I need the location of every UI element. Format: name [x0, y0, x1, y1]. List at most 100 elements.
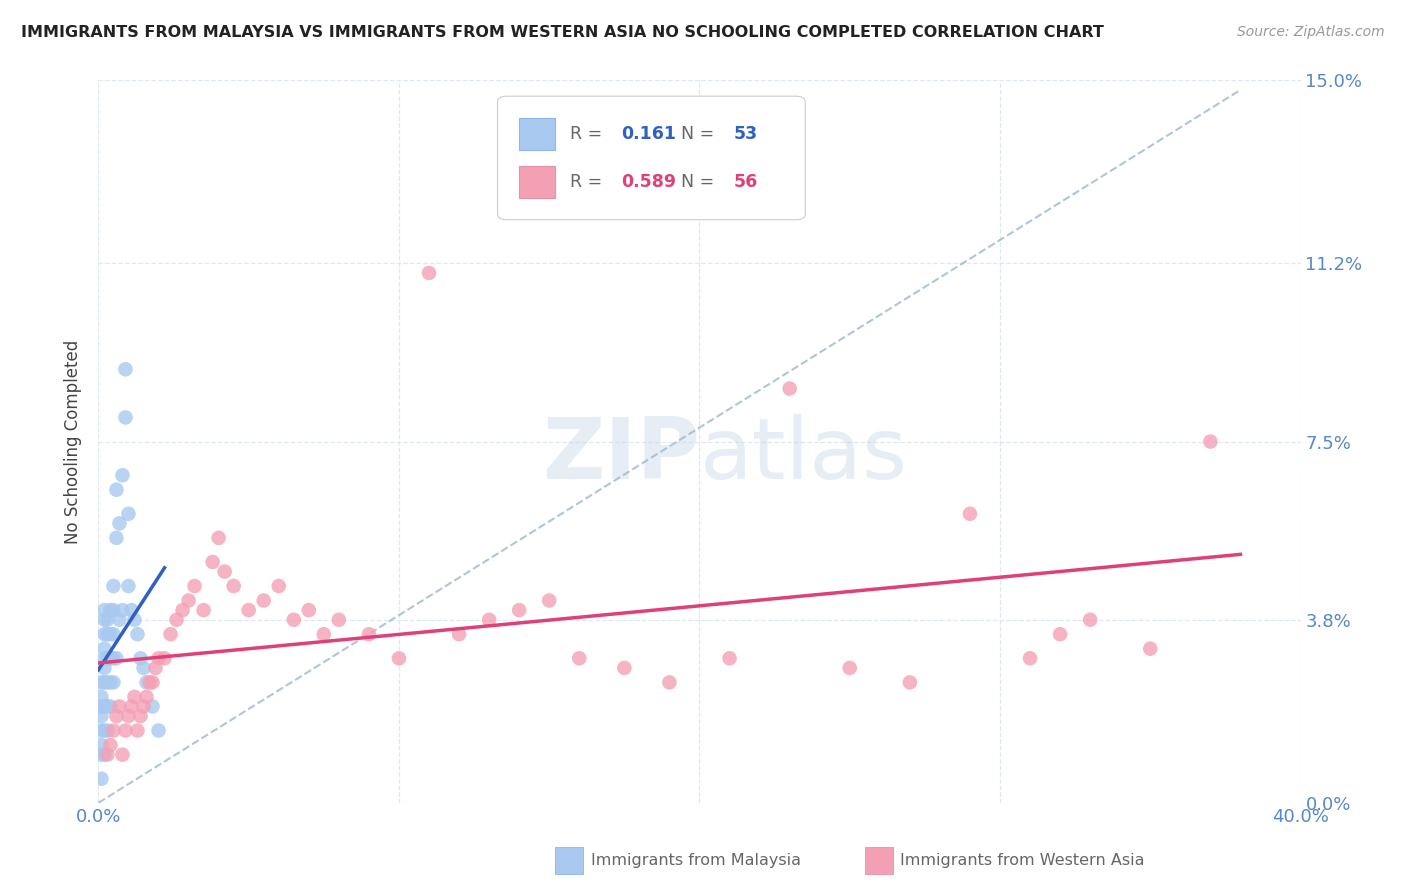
Point [96, 613, 118, 627]
Point [100, 699, 122, 714]
Text: Immigrants from Malaysia: Immigrants from Malaysia [591, 854, 800, 868]
Point [93, 723, 115, 738]
Point [90, 747, 112, 762]
Text: ZIP: ZIP [541, 415, 700, 498]
Point [90, 699, 112, 714]
Point [96, 651, 118, 665]
Point [141, 675, 163, 690]
Point [114, 362, 136, 376]
Point [959, 507, 981, 521]
Point [105, 651, 128, 665]
Point [132, 699, 155, 714]
Point [898, 675, 921, 690]
Point [418, 266, 440, 280]
Text: Source: ZipAtlas.com: Source: ZipAtlas.com [1237, 25, 1385, 39]
Point [388, 651, 411, 665]
Point [103, 627, 125, 641]
Point [298, 603, 321, 617]
Point [153, 651, 176, 665]
Point [111, 468, 134, 483]
Point [357, 627, 380, 641]
Point [779, 382, 801, 396]
Point [838, 661, 860, 675]
Point [135, 675, 157, 690]
Point [96, 627, 118, 641]
Point [114, 723, 136, 738]
Text: R =: R = [569, 126, 602, 144]
Point [93, 661, 115, 675]
Point [111, 747, 134, 762]
Point [447, 627, 470, 641]
Point [93, 603, 115, 617]
Point [105, 531, 128, 545]
FancyBboxPatch shape [498, 96, 806, 219]
Y-axis label: No Schooling Completed: No Schooling Completed [65, 340, 83, 543]
Point [177, 593, 200, 607]
Point [478, 613, 501, 627]
Point [96, 723, 118, 738]
Point [100, 738, 122, 752]
Point [718, 651, 741, 665]
Point [172, 603, 194, 617]
Point [114, 410, 136, 425]
Point [90, 738, 112, 752]
Point [568, 651, 591, 665]
Point [159, 627, 181, 641]
Point [96, 675, 118, 690]
Point [108, 699, 131, 714]
Point [201, 555, 224, 569]
Point [283, 613, 305, 627]
Point [508, 603, 530, 617]
Text: Immigrants from Western Asia: Immigrants from Western Asia [900, 854, 1144, 868]
Point [1019, 651, 1042, 665]
Point [103, 579, 125, 593]
Text: atlas: atlas [700, 415, 907, 498]
Point [658, 675, 681, 690]
Point [103, 603, 125, 617]
Point [538, 593, 561, 607]
Point [124, 613, 146, 627]
Point [93, 613, 115, 627]
Point [100, 675, 122, 690]
Point [222, 579, 245, 593]
Point [1078, 613, 1101, 627]
Point [124, 690, 146, 704]
Point [1139, 641, 1161, 656]
Point [103, 651, 125, 665]
Point [129, 651, 152, 665]
Point [267, 579, 290, 593]
Point [90, 675, 112, 690]
Point [100, 603, 122, 617]
Point [135, 690, 157, 704]
Point [117, 507, 139, 521]
Point [93, 747, 115, 762]
Text: IMMIGRANTS FROM MALAYSIA VS IMMIGRANTS FROM WESTERN ASIA NO SCHOOLING COMPLETED : IMMIGRANTS FROM MALAYSIA VS IMMIGRANTS F… [21, 25, 1104, 40]
Point [93, 641, 115, 656]
Point [105, 709, 128, 723]
Text: 56: 56 [733, 173, 758, 191]
Point [145, 661, 167, 675]
Point [208, 531, 231, 545]
Point [238, 603, 260, 617]
Text: N =: N = [682, 126, 714, 144]
Point [96, 699, 118, 714]
Point [138, 675, 160, 690]
Point [613, 661, 636, 675]
Point [328, 613, 350, 627]
Point [1199, 434, 1222, 449]
FancyBboxPatch shape [519, 166, 555, 198]
Point [108, 516, 131, 531]
Point [103, 675, 125, 690]
Point [166, 613, 188, 627]
Point [253, 593, 276, 607]
Text: 53: 53 [733, 126, 758, 144]
Point [100, 627, 122, 641]
Point [100, 651, 122, 665]
Point [111, 603, 134, 617]
Point [148, 723, 170, 738]
Text: N =: N = [682, 173, 714, 191]
Point [141, 699, 163, 714]
Point [90, 690, 112, 704]
Point [148, 651, 170, 665]
Text: R =: R = [569, 173, 602, 191]
